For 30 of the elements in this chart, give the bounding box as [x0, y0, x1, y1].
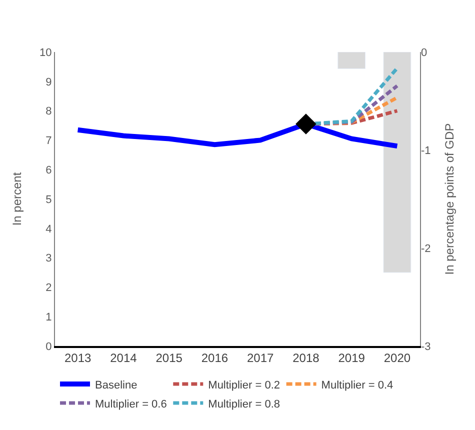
x-tick-label: 2017 — [246, 351, 274, 366]
x-tick-label: 2014 — [110, 351, 138, 366]
y-tick-label: 1 — [46, 311, 52, 324]
x-tick-label: 2016 — [201, 351, 228, 366]
y-tick-label: 0 — [46, 340, 52, 353]
y-tick-label: 3 — [46, 252, 52, 265]
y-tick-label: 2 — [46, 282, 52, 294]
legend-label: Multiplier = 0.8 — [208, 398, 280, 410]
y2-tick-label: -1 — [421, 144, 431, 157]
x-tick-label: 2015 — [156, 351, 183, 366]
x-tick-label: 2020 — [384, 351, 411, 366]
y2-tick-label: -3 — [421, 340, 431, 353]
y-tick-label: 9 — [46, 76, 52, 88]
y2-tick-label: 0 — [421, 46, 428, 59]
y2-axis-title: In percentage points of GDP — [442, 123, 457, 275]
x-tick-label: 2019 — [338, 351, 366, 366]
legend-label: Multiplier = 0.2 — [208, 379, 280, 392]
y-axis-title: In percent — [10, 172, 24, 226]
y-tick-label: 4 — [46, 223, 52, 236]
y2-tick-label: -2 — [421, 242, 431, 255]
y-tick-label: 5 — [46, 194, 52, 206]
legend-label: Baseline — [95, 379, 138, 392]
y-tick-label: 7 — [46, 135, 52, 148]
x-tick-label: 2018 — [292, 351, 320, 366]
x-tick-label: 2013 — [64, 351, 92, 366]
y-tick-label: 10 — [40, 46, 52, 59]
legend-label: Multiplier = 0.6 — [95, 398, 167, 410]
legend-label: Multiplier = 0.4 — [321, 379, 394, 392]
y-tick-label: 6 — [46, 164, 52, 176]
y-tick-label: 8 — [46, 106, 52, 118]
